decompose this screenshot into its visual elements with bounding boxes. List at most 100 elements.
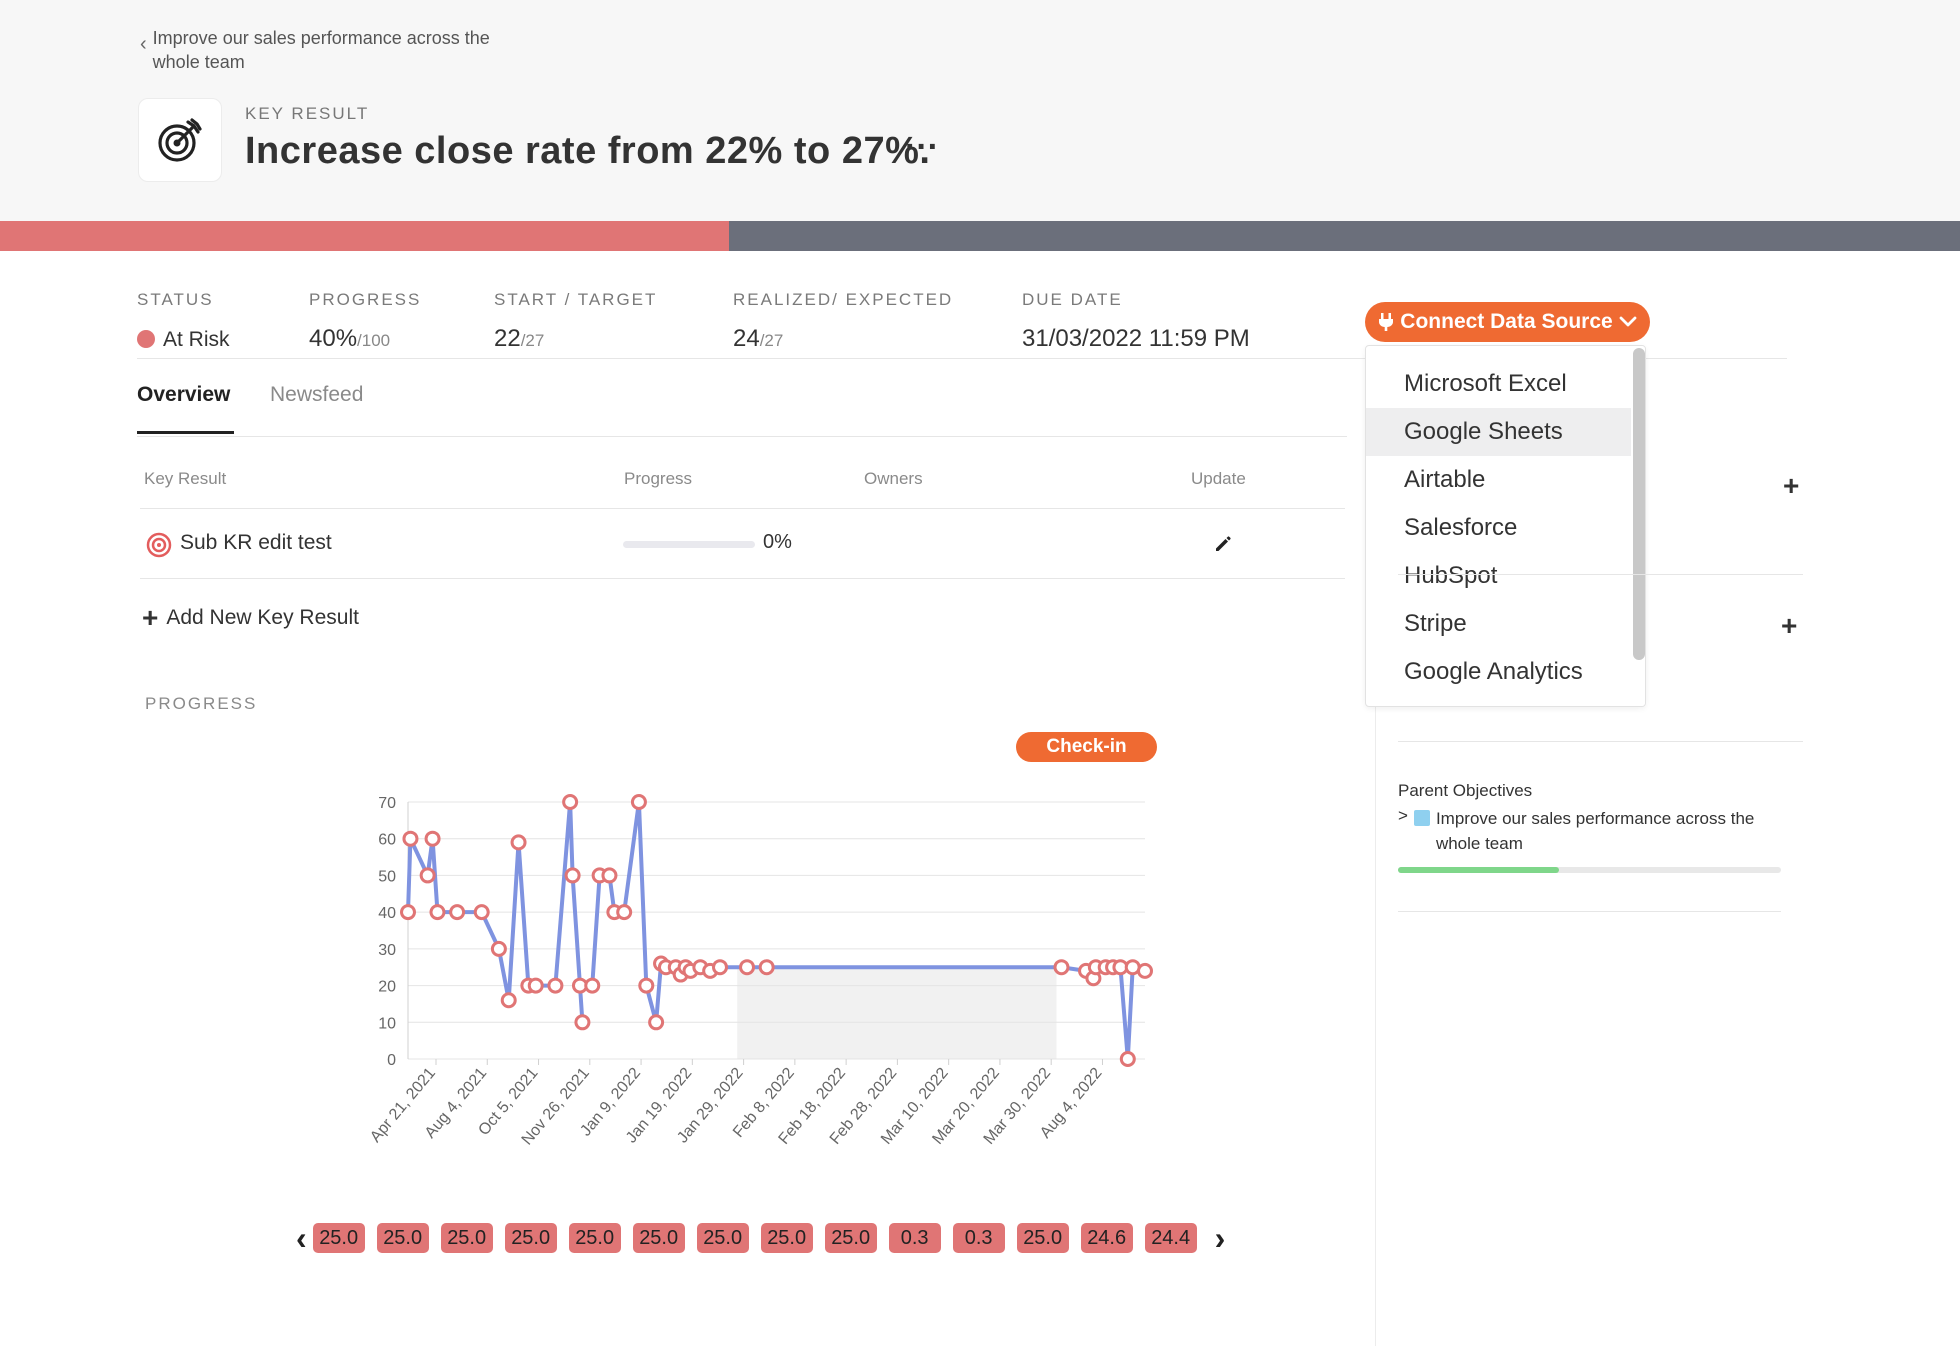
expected-value: /27 <box>759 331 784 350</box>
data-point <box>424 830 441 847</box>
start-value: 22 <box>494 325 521 352</box>
key-result-label: KEY RESULT <box>245 104 370 123</box>
objective-color-swatch <box>1413 810 1430 826</box>
column-header-owners: Owners <box>864 469 923 488</box>
active-tab-indicator <box>137 431 234 434</box>
realized-value: 24 <box>733 325 760 352</box>
check-in-value-chip[interactable]: 25.0 <box>504 1223 557 1253</box>
page-title: Increase close rate from 22% to 27%. <box>245 130 931 172</box>
table-row-divider <box>140 578 1345 579</box>
data-point <box>616 904 633 921</box>
data-point <box>638 977 655 994</box>
check-in-value-chip[interactable]: 25.0 <box>568 1223 621 1253</box>
page-header: ‹ Improve our sales performance across t… <box>0 0 1960 221</box>
add-plus-icon[interactable]: + <box>1783 470 1800 501</box>
realized-expected-value: 24/27 <box>733 325 783 353</box>
data-source-option-microsoft-excel[interactable]: Microsoft Excel <box>1404 370 1567 397</box>
check-in-value-chip[interactable]: 25.0 <box>1016 1223 1069 1253</box>
y-tick-label: 30 <box>378 942 396 959</box>
sidebar-divider-1 <box>1398 574 1803 575</box>
status-value: At Risk <box>137 328 230 352</box>
start-target-value: 22/27 <box>494 325 544 353</box>
sidebar-divider <box>1375 575 1376 1346</box>
target-icon <box>138 98 222 182</box>
data-source-option-stripe[interactable]: Stripe <box>1404 610 1467 637</box>
check-in-value-chip[interactable]: 25.0 <box>696 1223 749 1253</box>
sub-key-result-name[interactable]: Sub KR edit test <box>180 531 332 554</box>
previous-arrow-icon[interactable]: ‹ <box>296 1220 307 1256</box>
data-source-option-google-analytics[interactable]: Google Analytics <box>1404 658 1583 685</box>
data-point <box>500 992 517 1009</box>
status-dot-icon <box>137 330 155 348</box>
check-in-value-chip[interactable]: 25.0 <box>440 1223 493 1253</box>
status-text: At Risk <box>163 328 230 351</box>
data-point <box>402 830 419 847</box>
check-in-value-chip[interactable]: 24.6 <box>1080 1223 1133 1253</box>
check-in-value-chip[interactable]: 0.3 <box>952 1223 1005 1253</box>
progress-section-label: PROGRESS <box>145 694 258 713</box>
back-link[interactable]: ‹ Improve our sales performance across t… <box>140 26 533 74</box>
tab-newsfeed[interactable]: Newsfeed <box>270 383 364 406</box>
target-value: /27 <box>520 331 545 350</box>
tabs-divider <box>137 436 1347 437</box>
y-tick-label: 60 <box>378 832 396 849</box>
data-point <box>547 977 564 994</box>
check-in-value-chip[interactable]: 25.0 <box>760 1223 813 1253</box>
y-tick-label: 20 <box>378 979 396 996</box>
parent-objective-progress-fill <box>1398 867 1559 873</box>
check-in-button[interactable]: Check-in <box>1016 732 1157 762</box>
check-in-value-chip[interactable]: 25.0 <box>632 1223 685 1253</box>
column-header-key-result: Key Result <box>144 469 227 488</box>
data-source-option-salesforce[interactable]: Salesforce <box>1404 514 1518 541</box>
data-point <box>527 977 544 994</box>
expand-arrow-icon[interactable]: > <box>1398 806 1408 825</box>
check-in-values: 25.0 25.0 25.0 25.0 25.0 25.0 25.0 25.0 25.0 0.3 0… <box>312 1223 1209 1253</box>
data-point <box>1137 962 1153 979</box>
data-point <box>584 977 601 994</box>
check-in-value-chip[interactable]: 25.0 <box>312 1223 365 1253</box>
chevron-down-icon <box>1619 316 1637 327</box>
data-source-option-hubspot[interactable]: HubSpot <box>1404 562 1498 589</box>
data-point <box>758 959 775 976</box>
data-source-option-google-sheets[interactable]: Google Sheets <box>1366 408 1631 456</box>
add-key-result-button[interactable]: + Add New Key Result <box>142 604 359 632</box>
data-point <box>473 904 490 921</box>
data-point <box>711 959 728 976</box>
table-header-divider <box>140 508 1345 509</box>
next-arrow-icon[interactable]: › <box>1214 1220 1226 1256</box>
check-in-pager: ‹ 25.0 25.0 25.0 25.0 25.0 25.0 25.0 25.0 25.0 0.… <box>290 1222 1231 1254</box>
check-in-value-chip[interactable]: 24.4 <box>1144 1223 1197 1253</box>
plus-icon: + <box>142 602 159 633</box>
connect-data-source-button[interactable]: Connect Data Source <box>1365 302 1650 342</box>
key-result-progress-bar <box>0 221 1960 251</box>
edit-pencil-icon[interactable] <box>1213 534 1233 559</box>
column-header-progress: Progress <box>624 469 693 488</box>
check-in-value-chip[interactable]: 0.3 <box>888 1223 941 1253</box>
more-options-button[interactable]: ··· <box>905 128 939 166</box>
progress-total: /100 <box>357 331 391 350</box>
data-source-menu: Microsoft Excel Google Sheets Airtable Sale… <box>1365 345 1646 707</box>
data-point <box>449 904 466 921</box>
check-in-value-chip[interactable]: 25.0 <box>824 1223 877 1253</box>
y-tick-label: 70 <box>378 795 396 812</box>
realized-expected-label: REALIZED/ EXPECTED <box>733 290 954 309</box>
y-tick-label: 40 <box>378 905 396 922</box>
plug-icon <box>1379 313 1394 331</box>
parent-objective-item[interactable]: > Improve our sales performance across t… <box>1398 806 1796 856</box>
sidebar-divider-2 <box>1398 741 1803 742</box>
y-tick-label: 50 <box>378 868 396 885</box>
data-point <box>429 904 446 921</box>
data-point <box>490 940 507 957</box>
add-plus-icon[interactable]: + <box>1781 610 1798 641</box>
data-point <box>1053 959 1070 976</box>
status-label: STATUS <box>137 290 214 309</box>
progress-stat-value: 40%/100 <box>309 325 390 353</box>
menu-scrollbar-thumb[interactable] <box>1633 348 1645 660</box>
progress-stat-label: PROGRESS <box>309 290 422 309</box>
check-in-value-chip[interactable]: 25.0 <box>376 1223 429 1253</box>
y-tick-label: 10 <box>378 1015 396 1032</box>
start-target-label: START / TARGET <box>494 290 658 309</box>
tab-overview[interactable]: Overview <box>137 383 231 406</box>
data-source-option-airtable[interactable]: Airtable <box>1404 466 1486 493</box>
